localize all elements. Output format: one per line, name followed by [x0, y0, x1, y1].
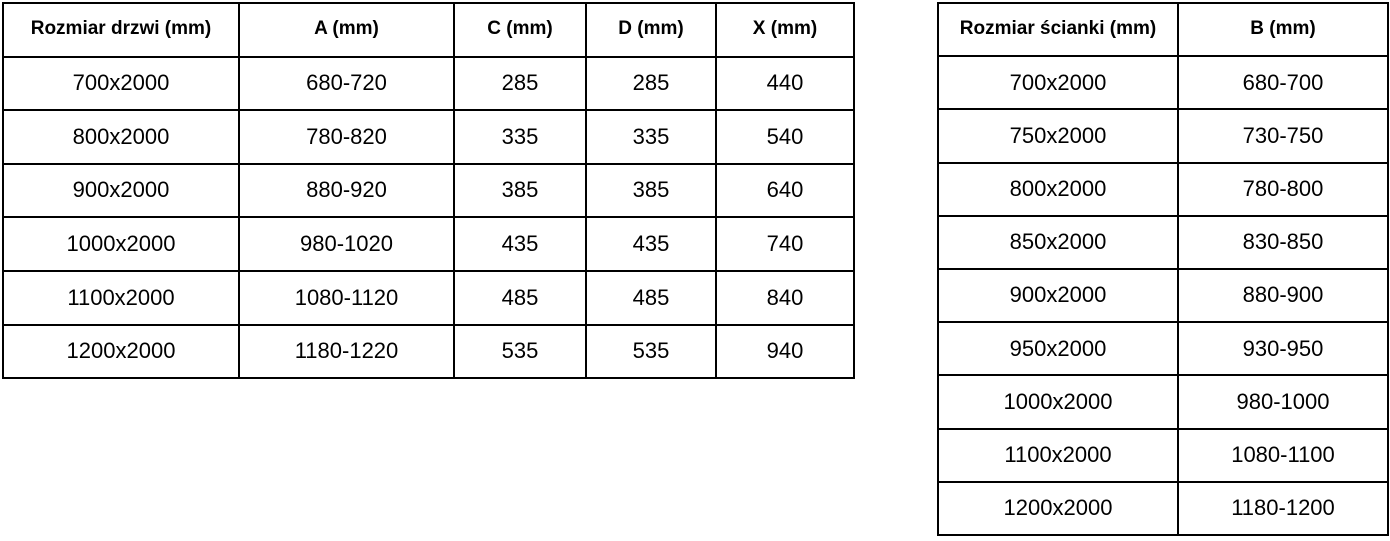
cell-door-size: 900x2000 [2, 162, 240, 219]
cell-a: 980-1020 [238, 216, 455, 272]
cell-door-size: 700x2000 [2, 55, 240, 112]
column-header-c: C (mm) [453, 2, 587, 58]
doors-table-body: 700x2000 680-720 285 285 440 800x2000 78… [2, 55, 855, 380]
cell-wall-size: 750x2000 [937, 108, 1179, 164]
table-row: 1200x2000 1180-1200 [937, 480, 1389, 536]
cell-door-size: 800x2000 [2, 109, 240, 165]
cell-x: 840 [715, 269, 855, 326]
table-row: 1100x2000 1080-1120 485 485 840 [2, 269, 855, 326]
cell-c: 335 [453, 109, 587, 165]
cell-x: 940 [715, 323, 855, 380]
cell-d: 535 [585, 323, 717, 380]
cell-b: 1180-1200 [1177, 480, 1389, 536]
cell-b: 1080-1100 [1177, 427, 1389, 483]
cell-wall-size: 700x2000 [937, 55, 1179, 111]
cell-d: 335 [585, 109, 717, 165]
cell-a: 1180-1220 [238, 323, 455, 380]
cell-b: 930-950 [1177, 321, 1389, 377]
walls-table-body: 700x2000 680-700 750x2000 730-750 800x20… [937, 55, 1389, 536]
cell-door-size: 1000x2000 [2, 216, 240, 272]
cell-b: 880-900 [1177, 267, 1389, 324]
table-row: 900x2000 880-900 [937, 267, 1389, 324]
cell-c: 485 [453, 269, 587, 326]
cell-b: 780-800 [1177, 161, 1389, 217]
column-header-wall-size: Rozmiar ścianki (mm) [937, 1, 1179, 58]
column-header-a: A (mm) [238, 2, 455, 58]
cell-c: 535 [453, 323, 587, 380]
cell-x: 540 [715, 109, 855, 165]
table-row: 1100x2000 1080-1100 [937, 427, 1389, 483]
table-row: 800x2000 780-820 335 335 540 [2, 109, 855, 165]
cell-c: 285 [453, 55, 587, 112]
cell-d: 385 [585, 162, 717, 219]
table-row: 1000x2000 980-1000 [937, 374, 1389, 430]
cell-door-size: 1200x2000 [2, 323, 240, 380]
table-row: 900x2000 880-920 385 385 640 [2, 162, 855, 219]
walls-spec-table: Rozmiar ścianki (mm) B (mm) 700x2000 680… [937, 1, 1389, 536]
cell-wall-size: 950x2000 [937, 321, 1179, 377]
cell-a: 780-820 [238, 109, 455, 165]
table-header-row: Rozmiar drzwi (mm) A (mm) C (mm) D (mm) … [2, 2, 855, 58]
column-header-door-size: Rozmiar drzwi (mm) [2, 2, 240, 58]
doors-table-head: Rozmiar drzwi (mm) A (mm) C (mm) D (mm) … [2, 2, 855, 58]
cell-wall-size: 1000x2000 [937, 374, 1179, 430]
cell-d: 435 [585, 216, 717, 272]
cell-a: 1080-1120 [238, 269, 455, 326]
table-row: 1200x2000 1180-1220 535 535 940 [2, 323, 855, 380]
cell-c: 385 [453, 162, 587, 219]
table-row: 850x2000 830-850 [937, 214, 1389, 270]
cell-door-size: 1100x2000 [2, 269, 240, 326]
cell-d: 285 [585, 55, 717, 112]
table-row: 700x2000 680-700 [937, 55, 1389, 111]
cell-a: 680-720 [238, 55, 455, 112]
table-row: 750x2000 730-750 [937, 108, 1389, 164]
table-row: 950x2000 930-950 [937, 321, 1389, 377]
walls-table-head: Rozmiar ścianki (mm) B (mm) [937, 1, 1389, 58]
table-row: 1000x2000 980-1020 435 435 740 [2, 216, 855, 272]
column-header-x: X (mm) [715, 2, 855, 58]
cell-wall-size: 900x2000 [937, 267, 1179, 324]
table-row: 800x2000 780-800 [937, 161, 1389, 217]
cell-x: 640 [715, 162, 855, 219]
cell-x: 440 [715, 55, 855, 112]
cell-b: 980-1000 [1177, 374, 1389, 430]
cell-wall-size: 850x2000 [937, 214, 1179, 270]
doors-spec-table: Rozmiar drzwi (mm) A (mm) C (mm) D (mm) … [2, 2, 855, 380]
column-header-b: B (mm) [1177, 1, 1389, 58]
cell-b: 830-850 [1177, 214, 1389, 270]
cell-wall-size: 1100x2000 [937, 427, 1179, 483]
column-header-d: D (mm) [585, 2, 717, 58]
cell-x: 740 [715, 216, 855, 272]
table-header-row: Rozmiar ścianki (mm) B (mm) [937, 1, 1389, 58]
cell-wall-size: 800x2000 [937, 161, 1179, 217]
cell-a: 880-920 [238, 162, 455, 219]
cell-wall-size: 1200x2000 [937, 480, 1179, 536]
cell-b: 730-750 [1177, 108, 1389, 164]
cell-d: 485 [585, 269, 717, 326]
cell-c: 435 [453, 216, 587, 272]
cell-b: 680-700 [1177, 55, 1389, 111]
table-row: 700x2000 680-720 285 285 440 [2, 55, 855, 112]
